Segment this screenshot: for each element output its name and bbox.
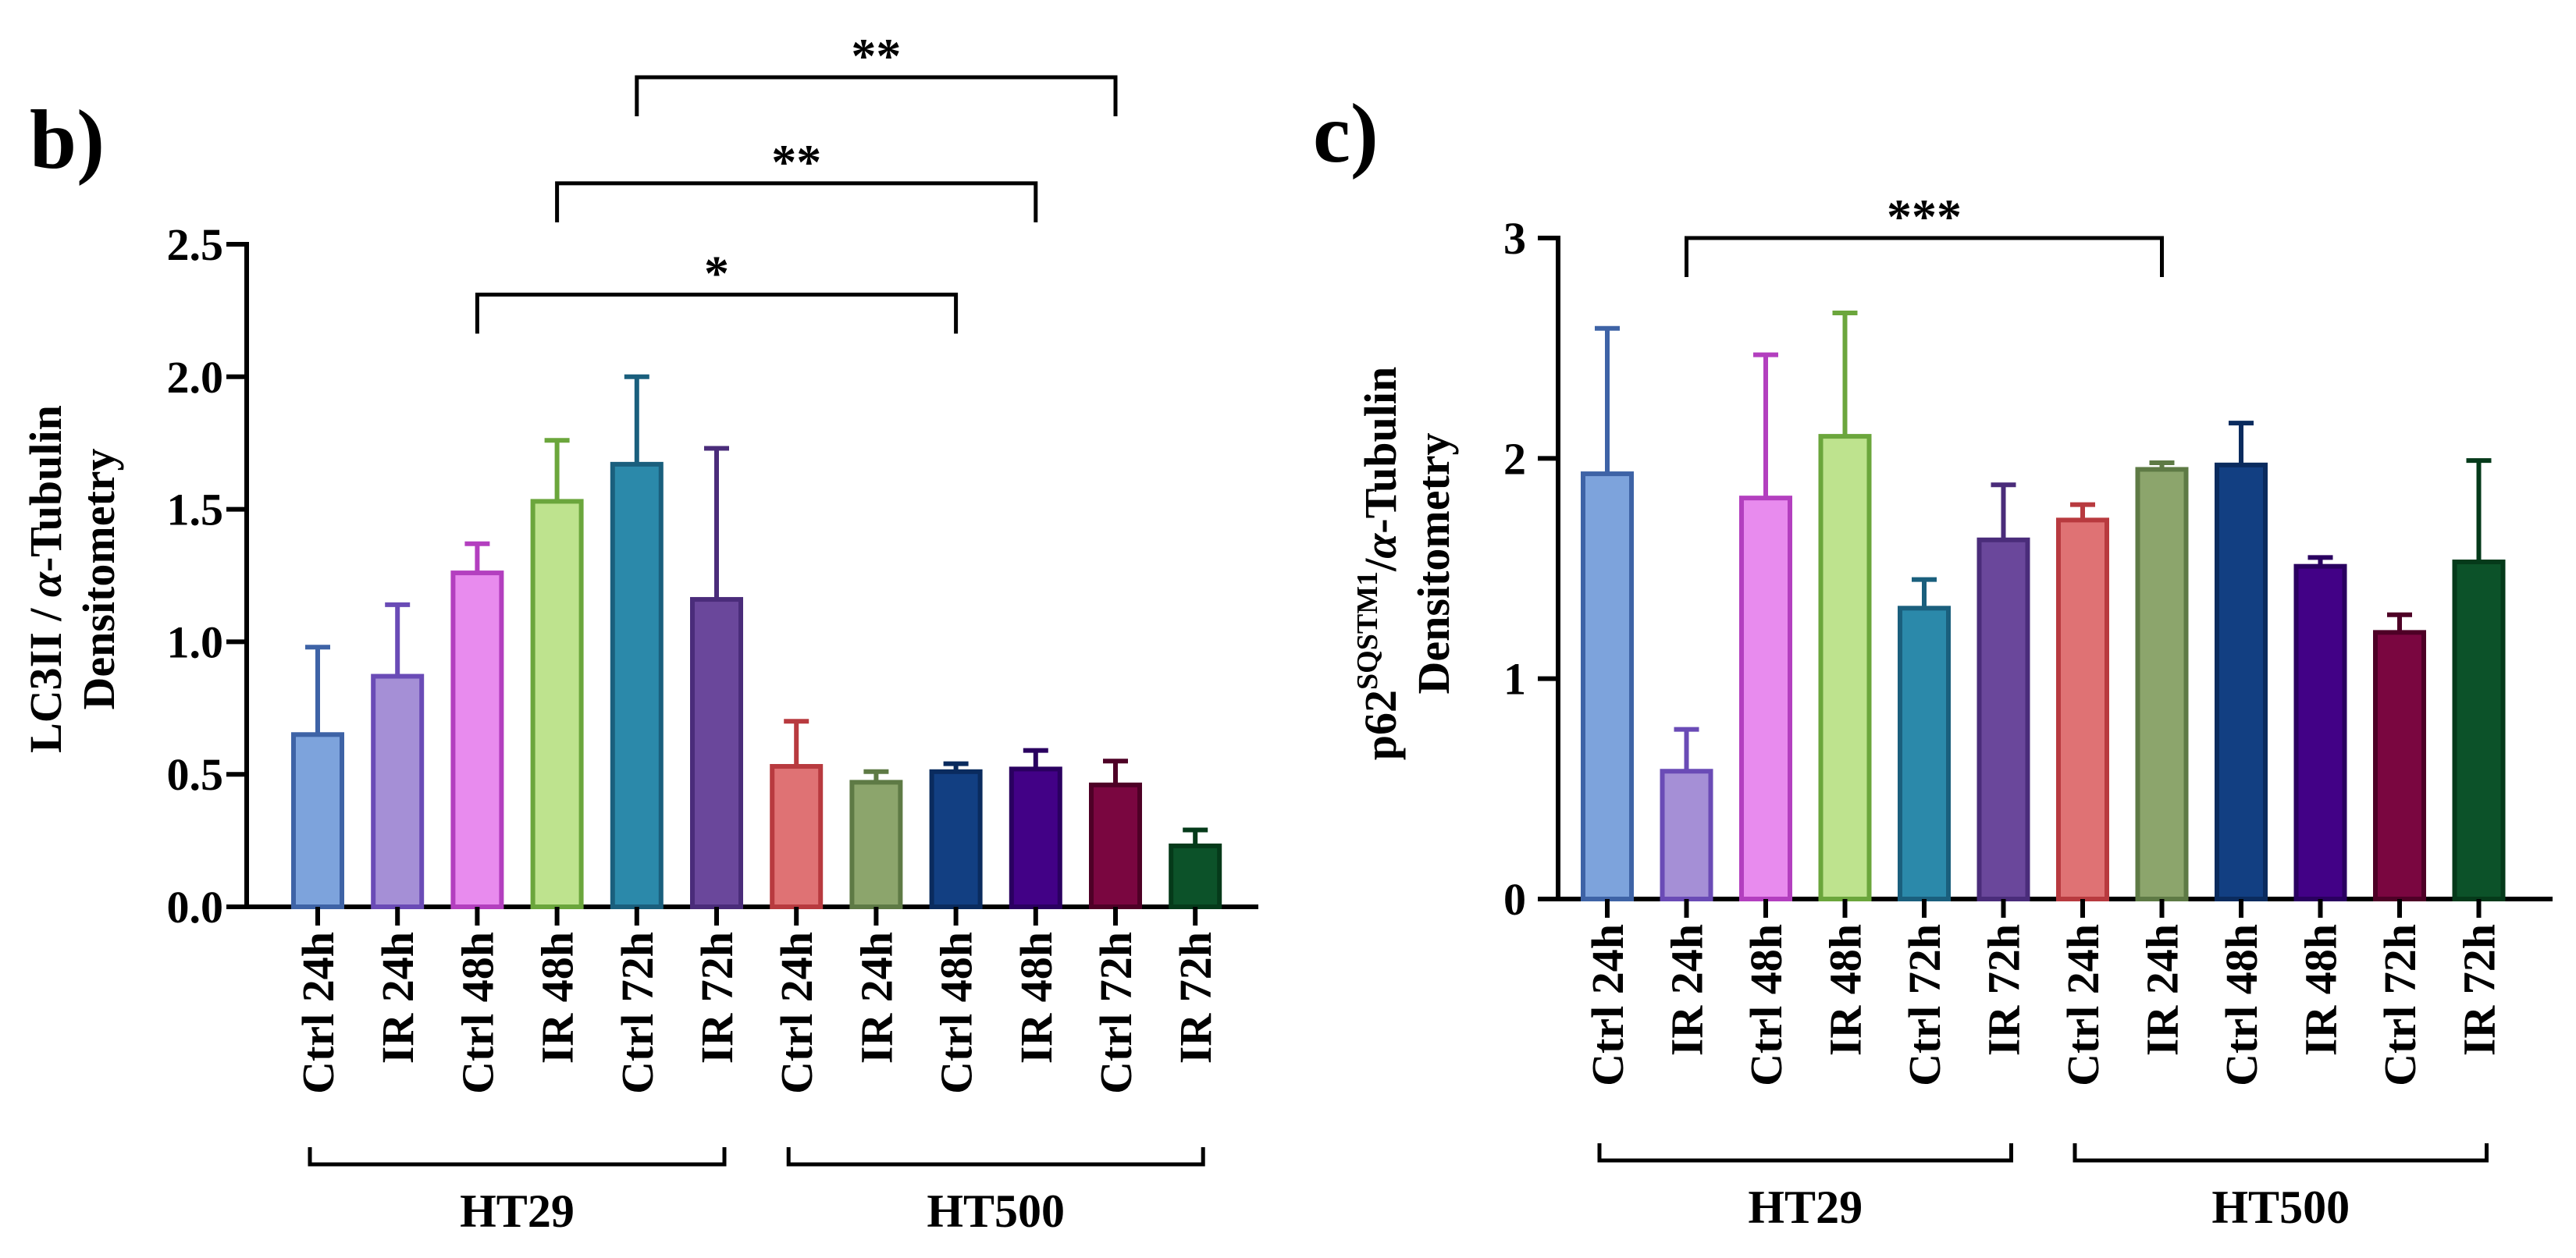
c-x-tick-label: IR 72h [2454,924,2505,1056]
b-bar [770,764,824,910]
b-bar [929,769,983,910]
c-bar [2293,563,2347,902]
panel-c-label: c) [1313,87,1379,180]
c-bar [1739,496,1792,901]
b-bar [1009,766,1062,910]
c-x-tick-label: IR 24h [2137,924,2188,1056]
b-x-tick-label: Ctrl 24h [771,932,822,1094]
b-x-tick-label: Ctrl 48h [931,932,982,1094]
panel-c-ylabel-line2: Densitometry [1408,432,1459,694]
panel-c-chart: c) p62SQSTM1/α-Tubulin Densitometry 0 1 2 3… [1313,87,2553,1233]
b-significance-label: ** [851,28,901,84]
b-x-tick-label: IR 24h [851,932,902,1064]
b-y-tick-label: 1.5 [167,485,224,535]
c-group-bracket [2073,1143,2489,1163]
c-bar [1660,769,1713,901]
b-significance-label: * [704,246,729,301]
c-x-tick-label: IR 48h [1820,924,1871,1056]
b-significance-bracket [555,181,1038,222]
c-y-tick-label: 0 [1503,874,1526,925]
b-bar [849,780,903,909]
c-group-label: HT500 [2211,1182,2350,1233]
c-x-tick-label: Ctrl 24h [2058,924,2108,1086]
b-group-bracket [786,1147,1205,1167]
c-x-tick-label: Ctrl 48h [1741,924,1791,1086]
c-bar [2215,462,2268,901]
c-bar [1581,471,1634,901]
b-group-bracket [308,1147,727,1167]
b-bar [450,570,504,909]
b-x-tick-label: IR 72h [1170,932,1221,1064]
panel-b-ylabel-line1: LC3II / α-Tubulin [20,405,71,753]
b-group-label: HT500 [927,1185,1065,1237]
c-bar [1898,606,1951,901]
b-bar [530,499,584,909]
c-x-tick-label: Ctrl 24h [1582,924,1633,1086]
panel-b-ylabel: LC3II / α-Tubulin Densitometry [20,405,124,753]
panel-c-ylabel: p62SQSTM1/α-Tubulin Densitometry [1351,367,1459,760]
c-x-tick-label: IR 72h [1979,924,2030,1056]
c-x-tick-label: Ctrl 72h [1899,924,1950,1086]
b-x-tick-label: Ctrl 48h [452,932,503,1094]
c-x-tick-label: Ctrl 72h [2375,924,2425,1086]
c-bar [1818,434,1872,901]
b-x-tick-label: Ctrl 72h [612,932,663,1094]
c-significance-label: *** [1887,189,1962,244]
b-bar [371,673,425,909]
c-group-bracket [1597,1143,2013,1163]
c-y-tick-label: 2 [1503,433,1526,484]
b-y-tick-label: 2.0 [167,352,224,403]
c-bar [2452,560,2506,902]
c-group-label: HT29 [1748,1182,1863,1233]
c-bar [1976,537,2030,902]
b-significance-bracket [475,293,959,334]
b-bar [1089,782,1142,909]
b-y-tick-label: 2.5 [167,219,224,270]
panel-b-label: b) [30,94,105,187]
c-bar [2135,467,2189,901]
c-y-tick-label: 1 [1503,654,1526,705]
panel-b-ylabel-line2: Densitometry [73,448,124,709]
b-significance-label: ** [771,134,821,190]
c-x-tick-label: IR 48h [2296,924,2347,1056]
b-x-tick-label: IR 72h [692,932,742,1064]
b-y-tick-label: 1.0 [167,617,224,667]
c-x-tick-label: IR 24h [1662,924,1713,1056]
b-significance-bracket [635,75,1118,117]
b-bar [1169,843,1222,909]
b-y-tick-label: 0.5 [167,749,224,800]
b-bar [690,597,743,910]
b-x-tick-label: IR 24h [372,932,423,1064]
c-y-tick-label: 3 [1503,213,1526,264]
b-bar [610,461,664,909]
b-x-tick-label: Ctrl 24h [293,932,343,1094]
b-y-tick-label: 0.0 [167,882,224,933]
panel-b-chart: b) LC3II / α-Tubulin Densitometry 0.0 0.5… [20,28,1258,1237]
b-group-label: HT29 [460,1185,575,1237]
c-bar [2373,630,2426,901]
b-bar [291,732,344,910]
c-x-tick-label: Ctrl 48h [2216,924,2267,1086]
b-x-tick-label: Ctrl 72h [1091,932,1141,1094]
panel-c-ylabel-line1: p62SQSTM1/α-Tubulin [1351,367,1406,760]
b-x-tick-label: IR 48h [1011,932,1062,1064]
c-significance-bracket [1685,236,2164,277]
c-bar [2056,517,2109,901]
b-x-tick-label: IR 48h [532,932,583,1064]
